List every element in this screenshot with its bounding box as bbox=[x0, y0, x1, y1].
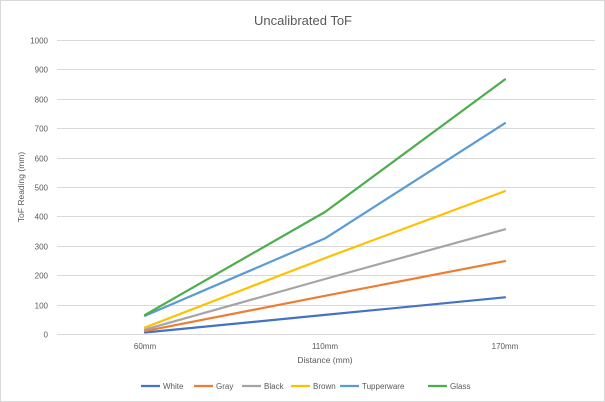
legend-item-glass: Glass bbox=[428, 382, 470, 391]
x-tick-label: 170mm bbox=[492, 342, 519, 351]
y-tick-label: 1000 bbox=[30, 37, 48, 46]
legend-item-black: Black bbox=[242, 382, 285, 391]
y-tick-label: 500 bbox=[35, 184, 49, 193]
x-tick-label: 110mm bbox=[312, 342, 338, 351]
y-tick-label: 300 bbox=[35, 243, 49, 252]
series-line-glass bbox=[143, 78, 507, 316]
x-axis-ticks: 60mm 110mm 170mm bbox=[134, 342, 519, 351]
legend-label: Tupperware bbox=[362, 382, 405, 391]
series-line-black bbox=[143, 228, 507, 331]
y-tick-label: 700 bbox=[35, 125, 49, 134]
legend: White Gray Black Brown Tupperware Glass bbox=[141, 382, 470, 391]
series-lines bbox=[143, 78, 507, 334]
legend-label: Gray bbox=[216, 382, 233, 391]
legend-item-tupperware: Tupperware bbox=[340, 382, 405, 391]
series-line-gray bbox=[143, 260, 507, 333]
gridlines bbox=[57, 40, 595, 335]
y-tick-label: 800 bbox=[35, 96, 49, 105]
series-line-tupperware bbox=[143, 122, 507, 317]
legend-item-brown: Brown bbox=[291, 382, 336, 391]
legend-label: Black bbox=[264, 382, 285, 391]
legend-label: Glass bbox=[450, 382, 470, 391]
x-tick-label: 60mm bbox=[134, 342, 157, 351]
y-tick-label: 600 bbox=[35, 155, 49, 164]
y-axis-title: ToF Reading (mm) bbox=[16, 152, 26, 223]
legend-label: White bbox=[163, 382, 184, 391]
legend-item-gray: Gray bbox=[194, 382, 233, 391]
y-tick-label: 100 bbox=[35, 302, 49, 311]
series-line-white bbox=[143, 296, 507, 334]
x-axis-title: Distance (mm) bbox=[297, 355, 352, 365]
chart-title: Uncalibrated ToF bbox=[254, 13, 352, 28]
legend-label: Brown bbox=[313, 382, 336, 391]
legend-item-white: White bbox=[141, 382, 184, 391]
y-tick-label: 400 bbox=[35, 213, 49, 222]
series-line-brown bbox=[143, 190, 507, 329]
y-tick-label: 0 bbox=[44, 331, 49, 340]
y-tick-label: 200 bbox=[35, 272, 49, 281]
y-tick-label: 900 bbox=[35, 66, 49, 75]
y-axis-ticks: 0 100 200 300 400 500 600 700 800 900 1000 bbox=[30, 37, 48, 340]
